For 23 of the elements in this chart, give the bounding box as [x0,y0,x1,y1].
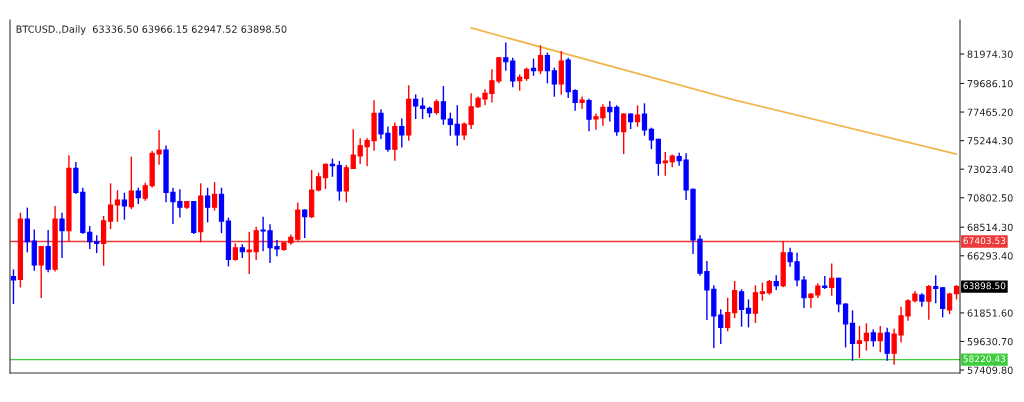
candlestick [933,275,939,304]
candlestick [38,245,44,299]
candlestick [579,96,585,110]
y-tick-label: 75244.30 [967,137,1013,145]
y-tick-label: 73023.40 [967,165,1013,174]
y-tick-label: 79686.10 [967,79,1013,88]
ref-line-label: 58220.43 [963,355,1006,363]
candlestick [399,118,405,148]
text: 63898.50 [963,282,1006,290]
candlestick [10,269,17,305]
y-tick-label: 68514.30 [967,223,1013,232]
y-tick-label: 59630.70 [967,337,1013,346]
y-tick-label: 66293.40 [967,252,1013,260]
y-tick-label: 70802.50 [967,194,1013,202]
y-tick-label: 77465.20 [967,108,1013,116]
y-tick-label: 81974.30 [967,50,1013,58]
candlestick [114,190,121,222]
candlestick [419,97,426,119]
ref-line-label: 67403.53 [963,237,1006,245]
text: BTCUSD.,Daily 63336.50 63966.15 62947.52 63898.50 [16,25,287,35]
candlestick [926,284,932,320]
y-tick-label: 61851.60 [967,309,1013,317]
y-tick-label: 57409.80 [967,366,1013,374]
